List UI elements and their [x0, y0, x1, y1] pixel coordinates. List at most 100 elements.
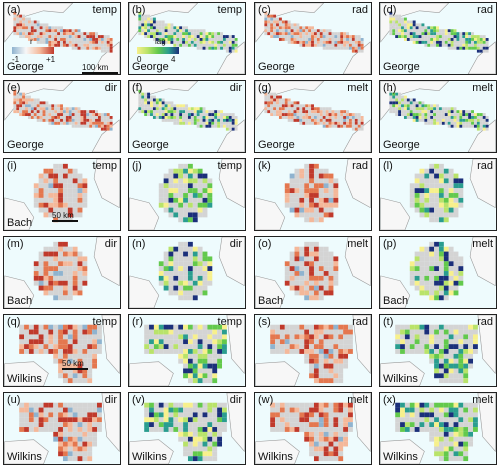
panel-label: (e): [7, 82, 21, 94]
panel-label: (c): [258, 4, 271, 16]
variable-label: temp: [92, 316, 117, 328]
map-panel: (o) melt Bach: [254, 236, 372, 309]
variable-label: melt: [347, 82, 368, 94]
scale-bar-line: [62, 368, 88, 370]
map-image: [129, 237, 245, 308]
panel-label: (s): [258, 316, 271, 328]
scale-bar-line: [52, 220, 78, 222]
map-image: [380, 3, 496, 74]
map-image: [4, 3, 120, 74]
map-panel: (r) temp: [128, 314, 246, 387]
variable-label: dir: [229, 82, 242, 94]
panel-label: (t): [383, 316, 394, 328]
region-label: George: [132, 139, 169, 151]
variable-label: rad: [352, 316, 368, 328]
panel-label: (d): [383, 4, 397, 16]
map-panel: (e) dir George: [3, 80, 121, 153]
map-panel: (d) rad George: [379, 2, 497, 75]
map-panel: (p) melt Bach: [379, 236, 497, 309]
variable-label: rad: [477, 316, 493, 328]
map-panel: (m) dir Bach: [3, 236, 121, 309]
panel-label: (k): [258, 160, 271, 172]
region-label: Wilkins: [132, 451, 167, 463]
scale-bar-label: 50 km: [52, 211, 74, 220]
map-image: [4, 393, 120, 464]
colorbar-max: +1: [46, 55, 56, 64]
map-panel: (t) rad Wilkins: [379, 314, 497, 387]
variable-label: rad: [352, 4, 368, 16]
map-panel: (b) temp George lag 0 4: [128, 2, 246, 75]
scale-bar-label: 100 km: [82, 63, 109, 72]
map-panel: (w) melt Wilkins: [254, 392, 372, 465]
region-label: Bach: [383, 295, 409, 307]
scale-bar: 50 km: [52, 211, 78, 222]
region-label: Wilkins: [258, 451, 293, 463]
map-image: [255, 159, 371, 230]
panel-label: (r): [132, 316, 143, 328]
variable-label: temp: [92, 4, 117, 16]
variable-label: dir: [229, 238, 242, 250]
variable-label: temp: [92, 160, 117, 172]
colorbar-title: r: [30, 37, 33, 46]
map-panel: (x) melt Wilkins: [379, 392, 497, 465]
panel-label: (b): [132, 4, 146, 16]
region-label: Wilkins: [7, 373, 42, 385]
variable-label: temp: [217, 316, 242, 328]
region-label: George: [7, 61, 44, 73]
map-panel: (a) temp George r -1 +1 100 km: [3, 2, 121, 75]
map-panel: (l) rad: [379, 158, 497, 231]
scale-bar: 50 km: [62, 359, 88, 370]
panel-label: (i): [7, 160, 17, 172]
panel-label: (a): [7, 4, 21, 16]
variable-label: rad: [352, 160, 368, 172]
map-image: [380, 393, 496, 464]
panel-label: (u): [7, 394, 21, 406]
scale-bar-line: [82, 72, 118, 74]
colorbar-min: -1: [12, 55, 20, 64]
map-image: [255, 315, 371, 386]
variable-label: melt: [472, 82, 493, 94]
map-image: [380, 315, 496, 386]
map-panel: (s) rad: [254, 314, 372, 387]
panel-label: (q): [7, 316, 21, 328]
map-image: [129, 393, 245, 464]
panel-label: (h): [383, 82, 397, 94]
panel-label: (v): [132, 394, 145, 406]
region-label: George: [383, 139, 420, 151]
map-image: [4, 315, 120, 386]
map-panel: (c) rad George: [254, 2, 372, 75]
panel-label: (n): [132, 238, 146, 250]
region-label: George: [258, 61, 295, 73]
map-panel: (h) melt George: [379, 80, 497, 153]
variable-label: dir: [104, 82, 117, 94]
map-panel: (f) dir George: [128, 80, 246, 153]
scale-bar: 100 km: [82, 63, 118, 74]
map-image: [4, 159, 120, 230]
variable-label: melt: [347, 394, 368, 406]
map-panel: (q) temp Wilkins 50 km: [3, 314, 121, 387]
map-image: [255, 81, 371, 152]
panel-label: (p): [383, 238, 397, 250]
region-label: George: [132, 61, 169, 73]
map-image: [129, 315, 245, 386]
map-image: [255, 3, 371, 74]
map-panel: (j) temp: [128, 158, 246, 231]
map-image: [129, 159, 245, 230]
region-label: Bach: [7, 295, 33, 307]
map-panel: (u) dir Wilkins: [3, 392, 121, 465]
map-panel: (n) dir: [128, 236, 246, 309]
map-panel: (v) dir Wilkins: [128, 392, 246, 465]
map-panel: (i) temp Bach 50 km: [3, 158, 121, 231]
panel-label: (x): [383, 394, 396, 406]
region-label: Wilkins: [383, 373, 418, 385]
region-label: Wilkins: [383, 451, 418, 463]
region-label: George: [7, 139, 44, 151]
correlation-colorbar: r -1 +1: [12, 37, 55, 64]
variable-label: dir: [229, 394, 242, 406]
panel-label: (m): [7, 238, 24, 250]
colorbar-title: lag: [155, 37, 166, 46]
panel-label: (f): [132, 82, 143, 94]
variable-label: temp: [217, 4, 242, 16]
panel-label: (w): [258, 394, 274, 406]
map-image: [129, 3, 245, 74]
